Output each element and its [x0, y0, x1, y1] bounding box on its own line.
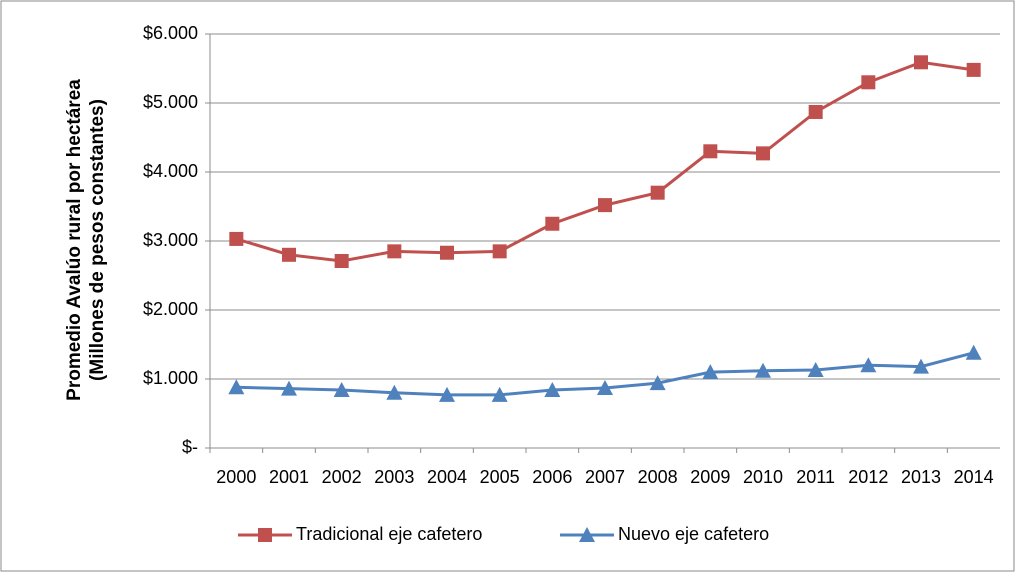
marker	[598, 198, 612, 213]
marker	[807, 362, 824, 378]
marker	[386, 384, 403, 400]
marker	[281, 380, 297, 396]
marker	[333, 382, 350, 398]
marker	[334, 254, 349, 269]
marker	[545, 216, 560, 231]
x-tick-label: 2007	[585, 467, 625, 487]
marker	[756, 146, 770, 161]
x-tick-label: 2011	[796, 467, 835, 487]
legend-label: Tradicional eje cafetero	[296, 524, 482, 544]
marker	[913, 358, 929, 374]
x-tick-label: 2001	[269, 467, 309, 487]
y-tick-label: $5.000	[143, 92, 198, 112]
marker	[491, 386, 508, 402]
marker	[228, 379, 245, 395]
marker	[439, 386, 455, 402]
marker	[702, 364, 719, 380]
y-tick-label: $4.000	[143, 161, 198, 181]
y-tick-label: $6.000	[143, 23, 198, 43]
y-tick-label: $2.000	[143, 299, 198, 319]
x-tick-label: 2003	[374, 467, 414, 487]
y-axis-title: Promedio Avalúo rural por hectárea	[64, 79, 85, 401]
marker	[914, 55, 928, 70]
marker	[544, 382, 561, 398]
marker	[965, 344, 982, 360]
marker	[282, 247, 296, 262]
marker	[387, 244, 402, 259]
x-tick-label: 2014	[954, 467, 994, 487]
marker	[229, 231, 244, 246]
legend-label: Nuevo eje cafetero	[618, 524, 769, 544]
marker	[597, 379, 613, 395]
x-tick-label: 2009	[690, 467, 730, 487]
marker	[579, 527, 595, 542]
marker	[492, 244, 507, 259]
x-tick-label: 2013	[901, 467, 941, 487]
x-tick-label: 2000	[216, 467, 256, 487]
marker	[258, 528, 272, 542]
x-tick-label: 2004	[427, 467, 467, 487]
marker	[966, 62, 981, 77]
marker	[649, 375, 666, 391]
marker	[650, 185, 665, 200]
x-tick-label: 2006	[532, 467, 572, 487]
marker	[755, 362, 771, 378]
y-tick-label: $-	[182, 437, 198, 457]
x-tick-label: 2005	[480, 467, 520, 487]
y-tick-label: $3.000	[143, 230, 198, 250]
marker	[861, 75, 876, 90]
x-tick-label: 2012	[848, 467, 888, 487]
x-tick-label: 2002	[322, 467, 362, 487]
y-tick-label: $1.000	[143, 368, 198, 388]
y-axis-title: (Millones de pesos constantes)	[87, 99, 108, 381]
marker	[808, 104, 823, 119]
marker	[440, 245, 454, 260]
x-tick-label: 2010	[743, 467, 783, 487]
marker	[860, 357, 877, 373]
marker	[703, 144, 718, 159]
x-tick-label: 2008	[638, 467, 678, 487]
